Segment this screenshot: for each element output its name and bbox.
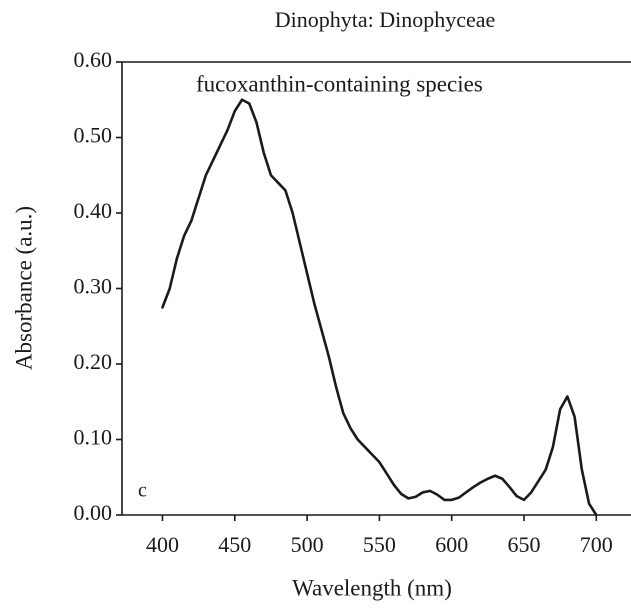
- y-tick-label: 0.00: [74, 500, 113, 525]
- y-tick-label: 0.30: [74, 274, 113, 299]
- x-tick-label: 650: [507, 532, 540, 557]
- chart-title: Dinophyta: Dinophyceae: [275, 7, 496, 32]
- y-tick-label: 0.10: [74, 425, 113, 450]
- data-line: [161, 98, 598, 517]
- x-tick-label: 400: [146, 532, 179, 557]
- panel-label: c: [138, 480, 147, 502]
- x-tick-label: 700: [580, 532, 613, 557]
- x-axis-label: Wavelength (nm): [292, 575, 452, 600]
- y-tick-label: 0.50: [74, 123, 113, 148]
- y-axis-label: Absorbance (a.u.): [11, 206, 36, 370]
- x-tick-label: 500: [291, 532, 324, 557]
- x-tick-label: 600: [435, 532, 468, 557]
- y-tick-label: 0.60: [74, 47, 113, 72]
- x-tick-label: 450: [218, 532, 251, 557]
- y-tick-label: 0.20: [74, 349, 113, 374]
- annotation: fucoxanthin-containing species: [196, 71, 483, 96]
- x-tick-label: 550: [363, 532, 396, 557]
- y-tick-label: 0.40: [74, 198, 113, 223]
